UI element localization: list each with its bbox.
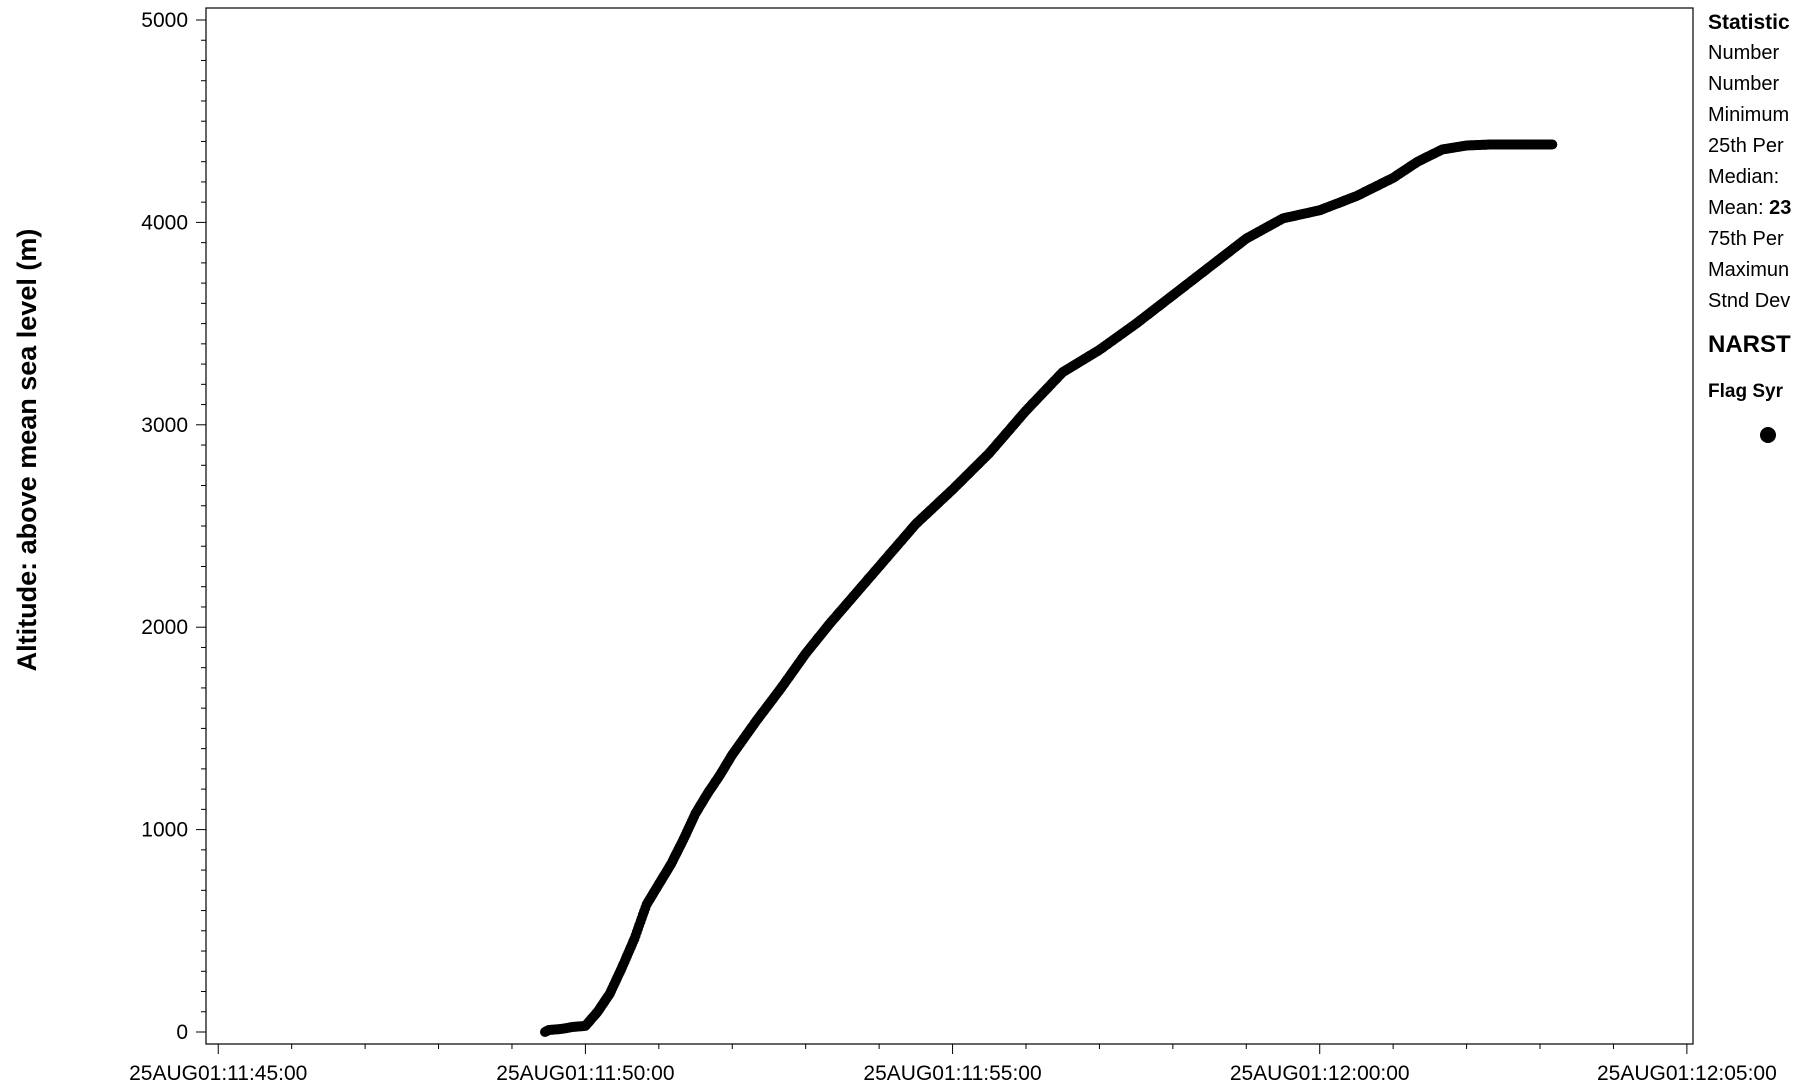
- x-axis: 25AUG01:11:45:00 25AUG01:11:50:00 25AUG01:…: [129, 1044, 1777, 1085]
- statistics-title: Statistic: [1708, 11, 1790, 34]
- x-tick-label-2: 25AUG01:11:55:00: [863, 1062, 1041, 1085]
- y-tick-label-2: 2000: [141, 616, 188, 639]
- y-tick-label-3: 3000: [141, 414, 188, 437]
- x-tick-label-1: 25AUG01:11:50:00: [496, 1062, 674, 1085]
- statistics-list: Number Number Minimum 25th Per Median: M…: [1708, 38, 1796, 317]
- stat-std-dev: Stnd Dev: [1708, 290, 1791, 312]
- y-axis: 0 1000 2000 3000 4000 5000: [141, 9, 206, 1044]
- x-tick-label-3: 25AUG01:12:00:00: [1230, 1062, 1410, 1085]
- legend-panel: Statistic Number Number Minimum 25th Per…: [1708, 8, 1796, 468]
- stat-number-1: Number: [1708, 42, 1780, 64]
- x-tick-label-4: 25AUG01:12:05:00: [1597, 1062, 1777, 1085]
- flag-symbol-title: Flag Syr: [1708, 381, 1783, 402]
- stat-maximum: Maximun: [1708, 259, 1790, 281]
- y-tick-label-4: 4000: [141, 211, 188, 234]
- plot-frame: [205, 7, 1694, 1045]
- y-tick-label-0: 0: [176, 1021, 188, 1044]
- stat-mean: Mean: 23: [1708, 197, 1792, 219]
- flag-legend-item: [1708, 423, 1796, 446]
- y-tick-label-1: 1000: [141, 819, 188, 842]
- y-tick-label-5: 5000: [141, 9, 188, 32]
- stat-75th-percentile: 75th Per: [1708, 228, 1784, 250]
- data-points: [540, 139, 1558, 1037]
- filled-circle-icon: [1760, 426, 1776, 443]
- stat-median: Median:: [1708, 166, 1780, 188]
- x-tick-label-0: 25AUG01:11:45:00: [129, 1062, 307, 1085]
- narst-title: NARST: [1708, 331, 1791, 358]
- data-point-0-823: [1547, 139, 1558, 150]
- y-axis-label: Altitude: above mean sea level (m): [12, 229, 42, 672]
- stat-number-2: Number: [1708, 73, 1780, 95]
- stat-minimum: Minimum: [1708, 104, 1790, 126]
- stat-25th-percentile: 25th Per: [1708, 135, 1784, 157]
